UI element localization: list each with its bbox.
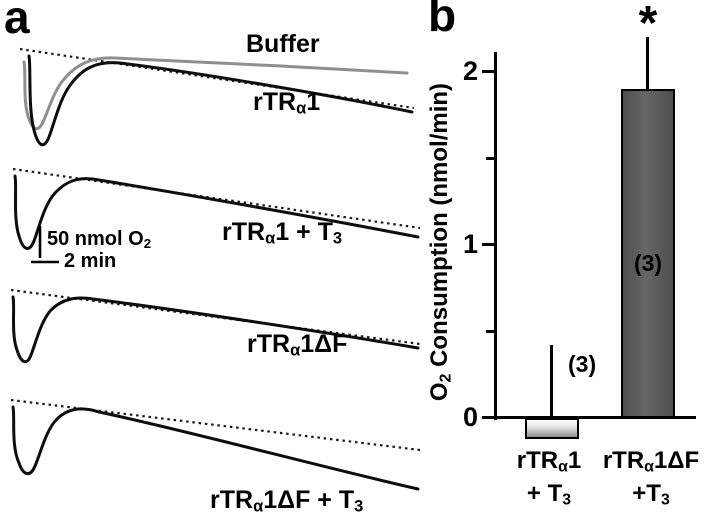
label-part: Consumption (nmol/min) bbox=[426, 82, 453, 374]
label-part: 1 bbox=[306, 88, 321, 116]
label-part: 1ΔF bbox=[653, 447, 700, 474]
error-bar-rtra1-t3 bbox=[550, 345, 553, 418]
label-sub: α bbox=[290, 341, 301, 360]
buffer-trace bbox=[22, 56, 409, 131]
label-sub: α bbox=[296, 99, 307, 118]
trace-label-rtra1: rTRα1 bbox=[253, 88, 320, 119]
label-part: rTR bbox=[222, 218, 266, 246]
label-part: 50 nmol O bbox=[47, 228, 144, 250]
label-sub: α bbox=[265, 229, 276, 248]
x-label-line2: +T3 bbox=[586, 480, 716, 513]
trace-label-rtra1df: rTRα1ΔF bbox=[247, 330, 347, 361]
y-tick-2 bbox=[482, 70, 495, 73]
label-part: Buffer bbox=[246, 30, 320, 58]
trace-label-rtra1df-t3: rTRα1ΔF + T3 bbox=[210, 486, 363, 517]
y-tick-label-2: 2 bbox=[462, 56, 478, 86]
label-part: 1ΔF bbox=[300, 330, 348, 358]
label-sub: α bbox=[644, 458, 654, 476]
x-label-rtra1-t3: rTRα1 + T3 bbox=[494, 447, 604, 514]
label-part: rTR bbox=[247, 330, 291, 358]
label-part: 1ΔF + T bbox=[263, 486, 355, 514]
significance-asterisk: * bbox=[638, 0, 658, 50]
rtra1df-t3-trace bbox=[11, 405, 420, 491]
label-sub: 3 bbox=[562, 491, 572, 509]
bar-rtra1-t3 bbox=[525, 418, 579, 439]
label-part: rTR bbox=[516, 447, 559, 474]
label-sub: 3 bbox=[354, 497, 364, 516]
panel-b-label: b bbox=[428, 0, 457, 41]
label-part: 2 min bbox=[64, 250, 117, 272]
label-part: 1 + T bbox=[275, 218, 333, 246]
y-tick-label-1: 1 bbox=[462, 229, 478, 259]
label-sub: 2 bbox=[437, 373, 455, 383]
label-part: rTR bbox=[210, 486, 254, 514]
x-label-line2: + T3 bbox=[494, 480, 604, 513]
label-part: O bbox=[426, 382, 453, 402]
scalebar-amount-label: 50 nmol O2 bbox=[47, 228, 151, 251]
label-sub: 3 bbox=[332, 229, 343, 248]
rtra1df-trace bbox=[11, 295, 420, 364]
panel-a: a Buffer rTRα1 rTRα1 + T bbox=[4, 0, 421, 517]
x-label-line1: rTRα1ΔF bbox=[586, 447, 716, 480]
baseline-dotted-4 bbox=[10, 398, 421, 452]
label-sub: 2 bbox=[143, 235, 152, 251]
label-part: rTR bbox=[253, 88, 297, 116]
label-part: +T bbox=[632, 480, 661, 508]
scalebar-time-label: 2 min bbox=[64, 250, 116, 273]
x-label-line1: rTRα1 bbox=[494, 447, 604, 480]
n-label-rtra1-t3: (3) bbox=[568, 351, 597, 377]
label-part: rTR bbox=[602, 447, 645, 474]
error-bar-rtra1df-t3 bbox=[646, 37, 649, 90]
panel-b: b O2 Consumption (nmol/min) 2 1 0 (3) (3… bbox=[426, 0, 720, 530]
y-axis-line bbox=[494, 52, 497, 420]
label-sub: 3 bbox=[660, 491, 670, 509]
y-tick-1p5 bbox=[486, 157, 495, 160]
trace-label-rtra1-t3: rTRα1 + T3 bbox=[222, 218, 342, 249]
y-tick-0 bbox=[482, 416, 495, 419]
rtra1-trace bbox=[27, 54, 414, 147]
x-label-rtra1df-t3: rTRα1ΔF +T3 bbox=[586, 447, 716, 514]
label-part: 1 bbox=[567, 447, 582, 474]
label-part: + T bbox=[526, 480, 563, 508]
rtra1-t3-trace bbox=[13, 174, 420, 250]
y-tick-label-0: 0 bbox=[462, 402, 478, 432]
label-sub: α bbox=[253, 497, 264, 516]
label-sub: α bbox=[558, 458, 568, 476]
trace-label-buffer: Buffer bbox=[246, 30, 320, 61]
bar-rtra1df-t3 bbox=[621, 89, 675, 418]
y-tick-1 bbox=[482, 243, 495, 246]
y-tick-0p5 bbox=[486, 330, 495, 333]
baseline-dotted-1 bbox=[19, 47, 415, 110]
x-axis-zero-line bbox=[494, 416, 696, 419]
oxygen-trace-plot bbox=[10, 47, 421, 491]
n-label-rtra1df-t3: (3) bbox=[633, 250, 663, 276]
panel-a-label: a bbox=[4, 0, 30, 43]
